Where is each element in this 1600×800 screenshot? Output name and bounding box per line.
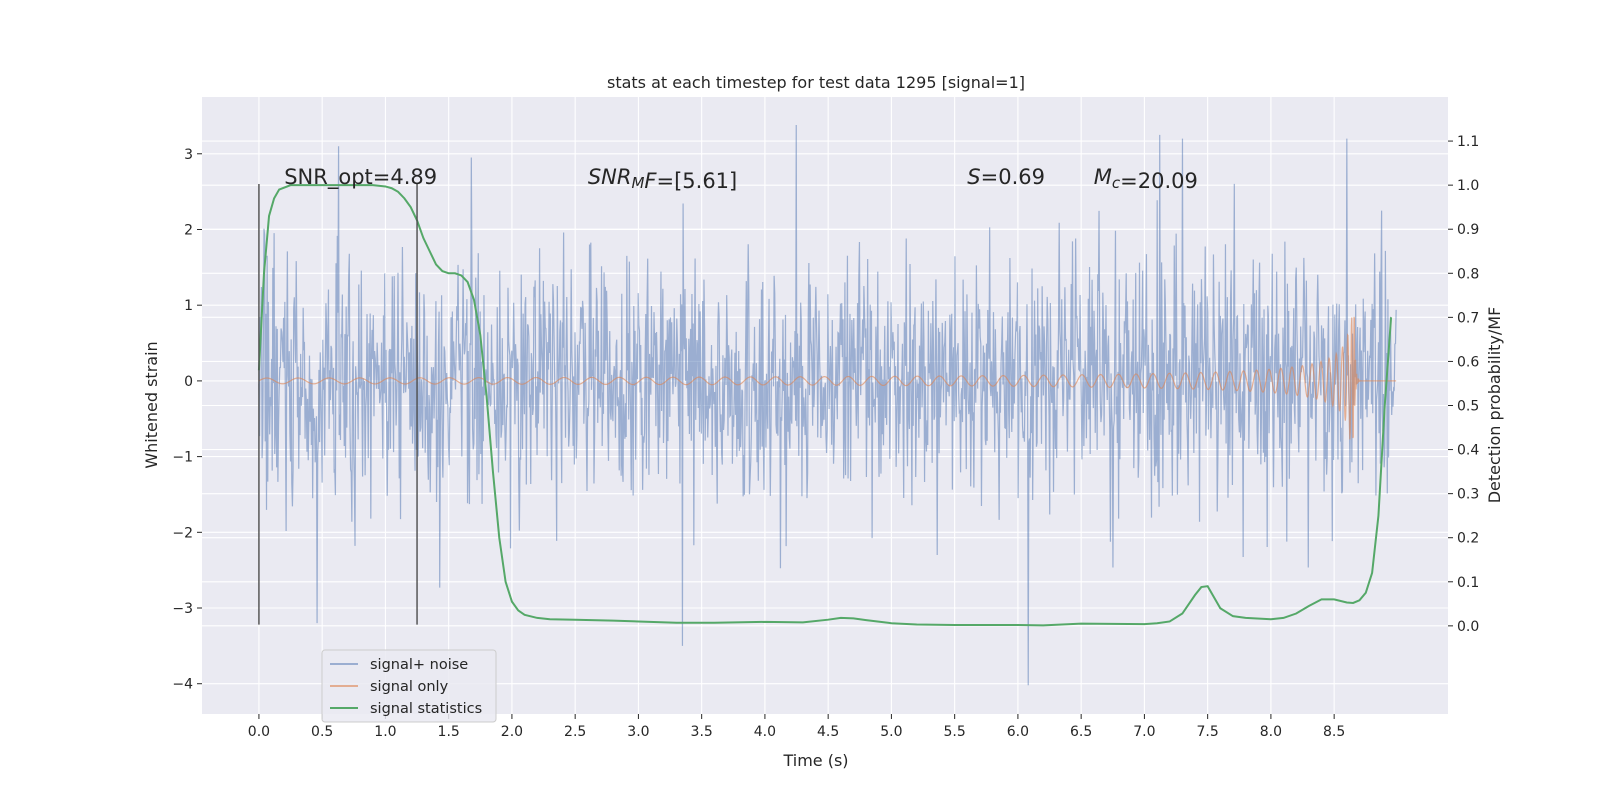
x-tick-label: 4.5 [817, 724, 839, 740]
annotation-text: SNRMF=[5.61] [588, 165, 737, 193]
y2-tick-label: 1.0 [1457, 178, 1479, 194]
chart-title: stats at each timestep for test data 129… [607, 73, 1025, 92]
x-tick-label: 8.0 [1260, 724, 1282, 740]
y-tick-label: −2 [172, 525, 193, 541]
x-tick-label: 1.0 [374, 724, 396, 740]
x-tick-label: 1.5 [438, 724, 460, 740]
y2-tick-label: 0.6 [1457, 354, 1479, 370]
x-tick-label: 5.0 [880, 724, 902, 740]
annotation-text: SNR_opt=4.89 [284, 165, 437, 190]
y-tick-label: 2 [184, 222, 193, 238]
y2-tick-label: 0.7 [1457, 310, 1479, 326]
y-tick-label: −1 [172, 450, 193, 466]
annotation-part: =[5.61] [657, 169, 738, 193]
y2-tick-label: 0.3 [1457, 487, 1479, 503]
legend: signal+ noise signal only signal statistic… [321, 649, 497, 723]
legend-label: signal only [370, 679, 449, 695]
y-axis-right: 0.0 0.1 0.2 0.3 0.4 0.5 0.6 0.7 0.8 0.9 1.0 1.1 [1448, 134, 1479, 635]
x-tick-label: 0.0 [248, 724, 270, 740]
y2-tick-label: 0.5 [1457, 399, 1479, 415]
series-signal-only [258, 316, 1397, 440]
y2-tick-label: 0.9 [1457, 222, 1479, 238]
x-tick-label: 6.0 [1007, 724, 1029, 740]
legend-label: signal+ noise [370, 657, 468, 673]
series-layer [257, 125, 1397, 686]
x-tick-label: 4.0 [754, 724, 776, 740]
y-axis-left: −4 −3 −2 −1 0 1 2 3 [172, 147, 202, 693]
x-tick-label: 0.5 [311, 724, 333, 740]
annotation-part: F [644, 169, 657, 193]
y-tick-label: 0 [184, 374, 193, 390]
annotation-part: =0.69 [981, 165, 1045, 189]
annotation-text: Mc=20.09 [1094, 165, 1198, 193]
y2-tick-label: 1.1 [1457, 134, 1479, 150]
y-tick-label: 1 [184, 298, 193, 314]
x-axis: 0.0 0.5 1.0 1.5 2.0 2.5 3.0 3.5 4.0 4.5 5.0 5.5 6.0 6… [248, 714, 1345, 740]
x-tick-label: 5.5 [944, 724, 966, 740]
y2-tick-label: 0.8 [1457, 266, 1479, 282]
y-axis-label: Whitened strain [142, 341, 161, 468]
y2-tick-label: 0.2 [1457, 531, 1479, 547]
y-tick-label: −4 [172, 677, 193, 693]
grid [202, 97, 1448, 714]
x-tick-label: 2.5 [564, 724, 586, 740]
y-tick-label: −3 [172, 601, 193, 617]
annotation-part: M [631, 174, 644, 192]
x-tick-label: 7.5 [1197, 724, 1219, 740]
y2-tick-label: 0.0 [1457, 619, 1479, 635]
x-tick-label: 3.0 [627, 724, 649, 740]
series-signal-noise [258, 125, 1397, 686]
x-tick-label: 2.0 [501, 724, 523, 740]
x-tick-label: 6.5 [1070, 724, 1092, 740]
annotation-part: SNR [588, 165, 632, 189]
annotation-part: SNR_opt=4.89 [284, 165, 437, 190]
legend-label: signal statistics [370, 701, 482, 717]
y2-axis-label: Detection probability/MF [1485, 307, 1504, 504]
y2-tick-label: 0.1 [1457, 575, 1479, 591]
x-tick-label: 3.5 [691, 724, 713, 740]
vertical-markers [258, 184, 418, 625]
y2-tick-label: 0.4 [1457, 443, 1479, 459]
series-signal-statistics [257, 184, 1393, 627]
legend-box [321, 649, 497, 723]
annotation-part: S [967, 165, 980, 189]
x-axis-label: Time (s) [782, 751, 848, 770]
x-tick-label: 8.5 [1323, 724, 1345, 740]
annotations: SNR_opt=4.89 SNRMF=[5.61] S=0.69 Mc=20.09 [284, 165, 1198, 193]
annotation-part: M [1094, 165, 1112, 189]
annotation-part: c [1112, 174, 1121, 192]
y-tick-label: 3 [184, 147, 193, 163]
annotation-part: =20.09 [1120, 169, 1198, 193]
annotation-text: S=0.69 [967, 165, 1045, 189]
x-tick-label: 7.0 [1133, 724, 1155, 740]
